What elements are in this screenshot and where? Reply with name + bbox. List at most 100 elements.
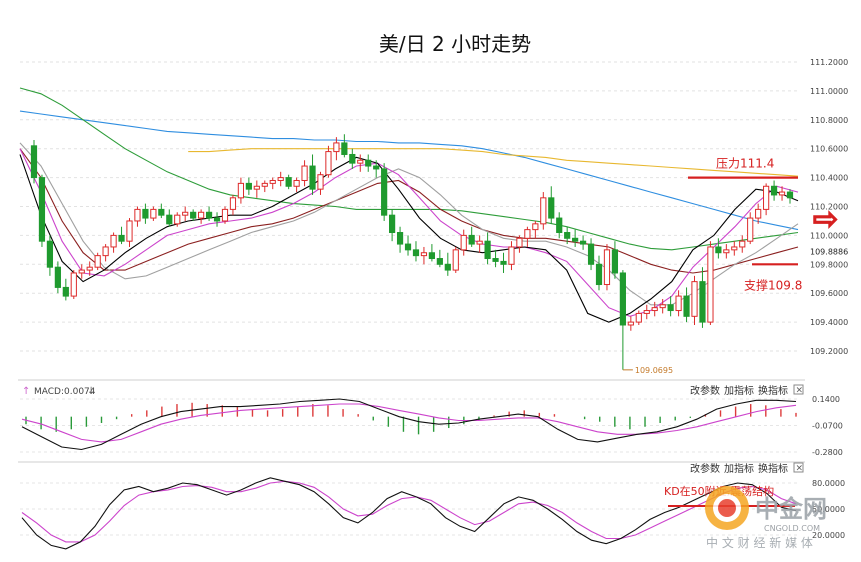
- ma-line-6: [19, 154, 799, 323]
- candle-body: [150, 208, 157, 219]
- kd-k-line: [21, 477, 797, 550]
- candle-body: [174, 214, 181, 225]
- candle-body: [707, 246, 714, 323]
- kd-close-icon[interactable]: [793, 462, 804, 473]
- candle-body: [301, 165, 308, 181]
- candle-body: [317, 174, 324, 190]
- candle-body: [46, 240, 54, 268]
- current-price-label: 109.8886: [810, 247, 848, 256]
- candle-body: [229, 197, 237, 210]
- candle-body: [683, 295, 690, 317]
- y-tick-label: 110.8000: [810, 116, 848, 125]
- candle-body: [285, 177, 292, 187]
- candle-body: [38, 177, 46, 242]
- candle-body: [412, 249, 420, 257]
- candle-body: [237, 182, 245, 199]
- menu-item-1[interactable]: 加指标: [724, 384, 754, 397]
- candle-body: [365, 159, 372, 167]
- candle-body: [396, 232, 404, 245]
- candle-body: [572, 237, 579, 242]
- candle-body: [484, 240, 491, 260]
- macd-close-icon[interactable]: [793, 384, 804, 395]
- candle-body: [102, 246, 109, 257]
- candle-body: [595, 263, 603, 286]
- menu-item-2[interactable]: 换指标: [758, 384, 788, 397]
- y-tick-label: 111.0000: [810, 87, 848, 96]
- y-tick-label: 111.2000: [810, 58, 848, 67]
- candle-body: [134, 208, 141, 222]
- candle-body: [603, 249, 611, 286]
- candle-body: [277, 177, 284, 181]
- candle-body: [579, 240, 587, 245]
- candle-body: [635, 312, 642, 323]
- candle-body: [524, 229, 531, 239]
- candle-body: [373, 165, 380, 170]
- y-tick-label: 109.6000: [810, 289, 848, 298]
- candle-body: [293, 179, 300, 187]
- candle-body: [747, 217, 754, 242]
- candle-body: [333, 142, 340, 153]
- candle-body: [190, 211, 197, 219]
- candle-body: [261, 182, 268, 187]
- brand-domain: CNGOLD.COM: [764, 524, 820, 533]
- candle-body: [627, 321, 634, 326]
- candle-body: [357, 159, 364, 164]
- candle-body: [86, 266, 93, 271]
- candle-body: [325, 151, 332, 176]
- candle-body: [468, 234, 475, 245]
- candle-body: [166, 214, 173, 225]
- brand-name: 中金网: [755, 495, 827, 523]
- candle-body: [723, 249, 730, 254]
- candle-body: [70, 272, 77, 297]
- candle-body: [508, 246, 515, 265]
- ma-line-1: [19, 87, 799, 251]
- menu-item-0[interactable]: 改参数: [690, 384, 720, 397]
- candle-body: [770, 185, 778, 196]
- candle-body: [142, 208, 149, 219]
- ma-line-0: [19, 110, 799, 231]
- macd-dea-line: [21, 403, 797, 443]
- candle-body: [564, 232, 571, 239]
- candle-body: [516, 237, 523, 248]
- resistance-label: 压力111.4: [716, 157, 774, 171]
- candle-body: [587, 243, 595, 265]
- candle-body: [619, 272, 626, 326]
- candle-body: [715, 246, 722, 254]
- y-tick-label: 109.4000: [810, 318, 848, 327]
- candle-body: [245, 182, 252, 190]
- ma-line-2: [188, 148, 799, 177]
- candle-body: [556, 217, 563, 234]
- candle-body: [675, 295, 682, 312]
- macd-tick-label: -0.0700: [812, 422, 843, 431]
- candle-body: [444, 263, 451, 271]
- candle-body: [62, 286, 69, 297]
- kd-close-icon-glyph: ×: [796, 464, 804, 474]
- candle-body: [699, 281, 706, 323]
- candle-body: [452, 249, 459, 271]
- candle-body: [78, 269, 85, 274]
- candle-body: [667, 304, 674, 312]
- macd-down-icon: ↓: [87, 386, 95, 397]
- y-tick-label: 110.0000: [810, 231, 848, 240]
- menu-item-0[interactable]: 改参数: [690, 462, 720, 475]
- kd-tick-label: 20.0000: [812, 531, 845, 540]
- candle-body: [349, 153, 356, 164]
- candle-body: [404, 243, 412, 251]
- menu-item-1[interactable]: 加指标: [724, 462, 754, 475]
- ma-line-5: [19, 148, 799, 317]
- y-tick-label: 110.4000: [810, 174, 848, 183]
- macd-tick-label: -0.2800: [812, 448, 843, 457]
- candle-body: [309, 165, 316, 190]
- candle-body: [436, 258, 443, 265]
- candle-body: [731, 246, 738, 251]
- candle-body: [30, 145, 38, 179]
- menu-item-2[interactable]: 换指标: [758, 462, 788, 475]
- right-arrow-icon: ⇨: [813, 202, 838, 237]
- candle-body: [548, 197, 555, 219]
- candle-body: [221, 208, 229, 222]
- candle-body: [94, 255, 101, 268]
- candle-body: [54, 266, 61, 288]
- candle-body: [763, 185, 770, 210]
- candle-body: [611, 249, 619, 274]
